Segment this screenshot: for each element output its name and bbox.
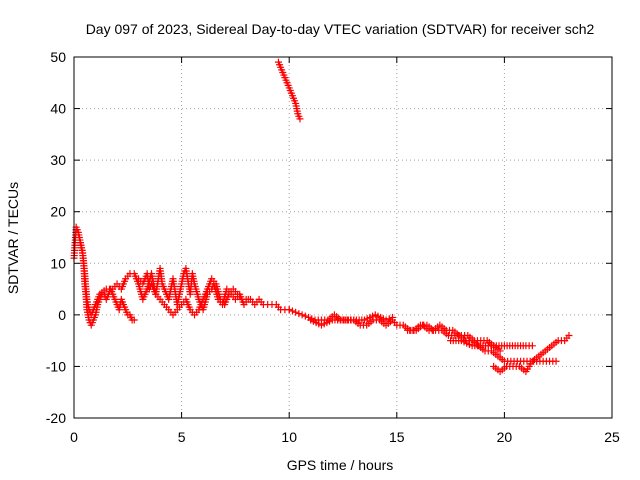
y-tick-label: 20	[50, 204, 66, 220]
y-tick-label: -20	[46, 410, 66, 426]
x-tick-label: 15	[389, 429, 405, 445]
data-point	[552, 357, 560, 365]
data-point	[244, 295, 252, 303]
data-points	[70, 58, 573, 376]
y-axis-label: SDTVAR / TECUs	[5, 182, 21, 294]
y-tick-label: 50	[50, 49, 66, 65]
data-point	[292, 308, 300, 316]
data-point	[130, 316, 138, 324]
y-tick-label: -10	[46, 358, 66, 374]
x-tick-labels: 0 5 10 15 20 25	[70, 429, 620, 445]
data-point	[528, 342, 536, 350]
data-point	[295, 310, 303, 318]
data-point	[298, 311, 306, 319]
data-point	[382, 316, 390, 324]
plot-frame	[73, 56, 613, 419]
y-tick-label: 10	[50, 255, 66, 271]
chart-title: Day 097 of 2023, Sidereal Day-to-day VTE…	[86, 21, 595, 37]
data-point	[388, 313, 396, 321]
data-point	[285, 306, 293, 314]
x-tick-label: 0	[70, 429, 78, 445]
y-tick-label: 0	[58, 307, 66, 323]
y-tick-label: 40	[50, 101, 66, 117]
data-point	[301, 312, 309, 320]
y-tick-labels: -20 -10 0 10 20 30 40 50	[46, 49, 66, 426]
data-point	[288, 307, 296, 315]
x-tick-label: 10	[281, 429, 297, 445]
x-tick-label: 20	[497, 429, 513, 445]
data-point	[496, 347, 504, 355]
data-point	[385, 315, 393, 323]
axis-ticks	[73, 56, 613, 419]
y-tick-label: 30	[50, 152, 66, 168]
x-tick-label: 5	[178, 429, 186, 445]
data-point	[296, 115, 304, 123]
x-tick-label: 25	[604, 429, 620, 445]
x-axis-label: GPS time / hours	[287, 457, 394, 473]
data-point	[565, 331, 573, 339]
